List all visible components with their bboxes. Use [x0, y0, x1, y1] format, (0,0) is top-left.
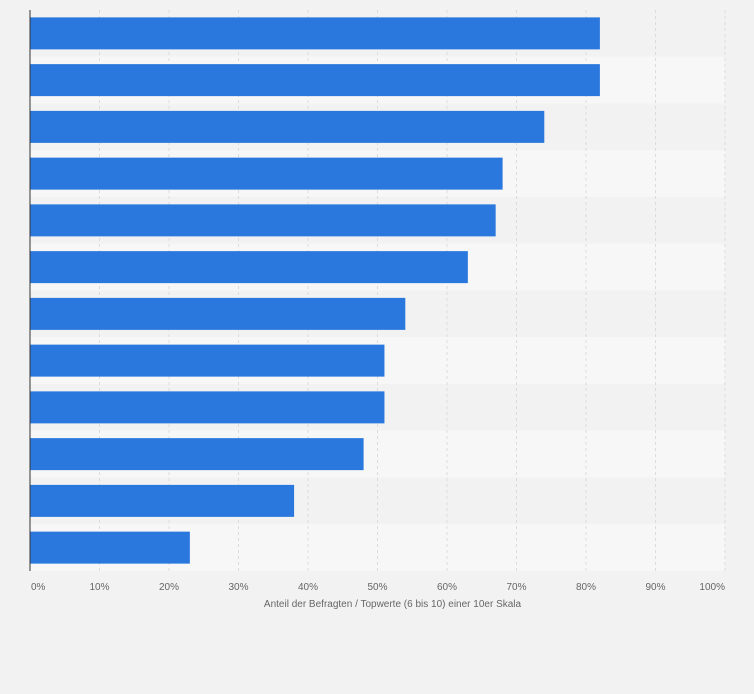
bar: [30, 157, 503, 190]
x-axis-label: Anteil der Befragten / Topwerte (6 bis 1…: [264, 599, 522, 610]
bar: [30, 251, 468, 284]
x-tick-label: 60%: [437, 582, 457, 593]
x-tick-label: 20%: [159, 582, 179, 593]
x-tick-label: 90%: [645, 582, 665, 593]
bar: [30, 17, 600, 50]
x-tick-label: 50%: [367, 582, 387, 593]
x-tick-label: 40%: [298, 582, 318, 593]
x-tick-label: 70%: [506, 582, 526, 593]
bar: [30, 204, 496, 237]
bar: [30, 438, 364, 471]
x-tick-labels: 0% 10% 20% 30% 40% 50% 60% 70% 80% 90% 100%: [31, 582, 725, 593]
x-tick-label: 80%: [576, 582, 596, 593]
x-tick-label: 0%: [31, 582, 46, 593]
bar: [30, 531, 190, 564]
bar: [30, 64, 600, 97]
bars: [30, 17, 600, 564]
x-tick-label: 10%: [89, 582, 109, 593]
bar: [30, 110, 545, 143]
x-tick-label: 30%: [228, 582, 248, 593]
bar: [30, 391, 385, 424]
x-tick-label: 100%: [699, 582, 725, 593]
bar: [30, 297, 406, 330]
bar: [30, 344, 385, 377]
bar: [30, 484, 295, 517]
